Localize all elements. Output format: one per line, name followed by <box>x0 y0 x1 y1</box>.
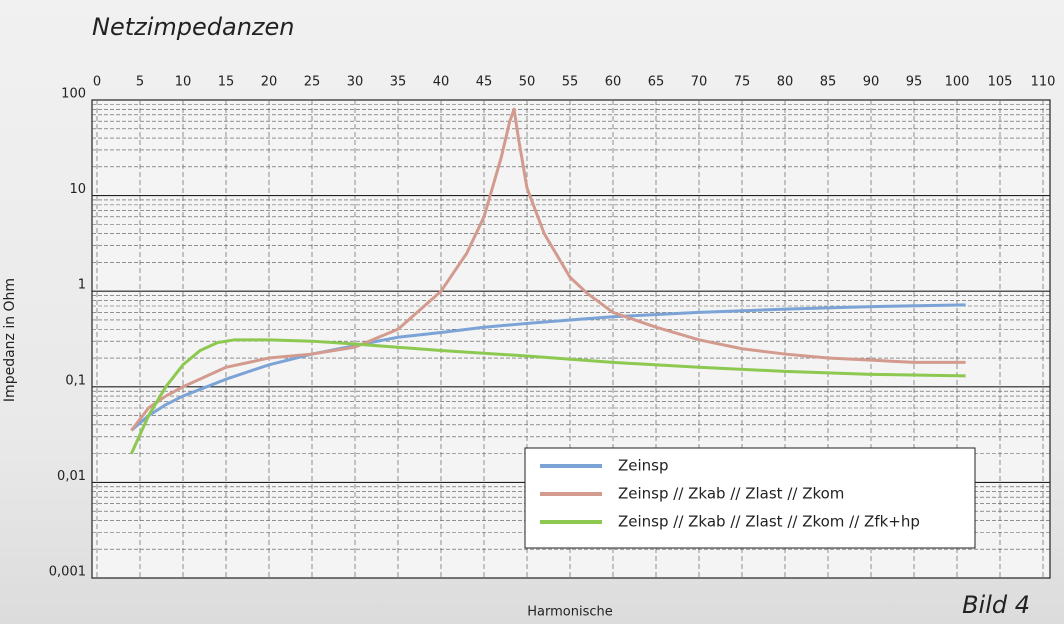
x-tick-label: 105 <box>988 75 1013 90</box>
y-tick-label: 10 <box>69 182 86 197</box>
legend-label: Zeinsp // Zkab // Zlast // Zkom // Zfk+h… <box>618 513 920 531</box>
x-tick-label: 75 <box>734 75 751 90</box>
x-tick-label: 55 <box>562 75 579 90</box>
caption: Bild 4 <box>962 591 1030 619</box>
x-tick-label: 90 <box>863 75 880 90</box>
x-tick-label: 50 <box>519 75 536 90</box>
series-line <box>130 338 966 455</box>
chart-title: Netzimpedanzen <box>92 13 295 41</box>
x-tick-label: 15 <box>218 75 235 90</box>
x-tick-label: 25 <box>304 75 321 90</box>
x-tick-label: 0 <box>93 75 101 90</box>
series-line <box>130 303 966 432</box>
y-tick-label: 0,01 <box>57 469 86 484</box>
x-axis-label: Harmonische <box>527 605 612 620</box>
y-axis-label: Impedanz in Ohm <box>2 278 18 402</box>
x-tick-label: 95 <box>906 75 923 90</box>
series-line <box>130 107 966 432</box>
y-tick-label: 0,1 <box>65 373 86 388</box>
x-tick-label: 5 <box>136 75 144 90</box>
legend-label: Zeinsp // Zkab // Zlast // Zkom <box>618 485 844 503</box>
x-tick-label: 20 <box>261 75 278 90</box>
x-tick-label: 35 <box>390 75 407 90</box>
x-tick-label: 110 <box>1031 75 1056 90</box>
y-tick-label: 0,001 <box>49 565 86 580</box>
x-tick-label: 45 <box>476 75 493 90</box>
x-tick-label: 100 <box>945 75 970 90</box>
y-tick-label: 100 <box>61 87 86 102</box>
x-tick-label: 40 <box>433 75 450 90</box>
x-tick-label: 65 <box>648 75 665 90</box>
x-tick-label: 30 <box>347 75 364 90</box>
legend: Zeinsp Zeinsp // Zkab // Zlast // Zkom Zei… <box>524 447 976 549</box>
lines <box>130 107 966 455</box>
x-tick-label: 70 <box>691 75 708 90</box>
x-tick-label: 80 <box>777 75 794 90</box>
y-tick-label: 1 <box>78 278 86 293</box>
x-tick-label: 85 <box>820 75 837 90</box>
x-tick-label: 60 <box>605 75 622 90</box>
x-tick-label: 10 <box>175 75 192 90</box>
legend-label: Zeinsp <box>618 457 669 475</box>
